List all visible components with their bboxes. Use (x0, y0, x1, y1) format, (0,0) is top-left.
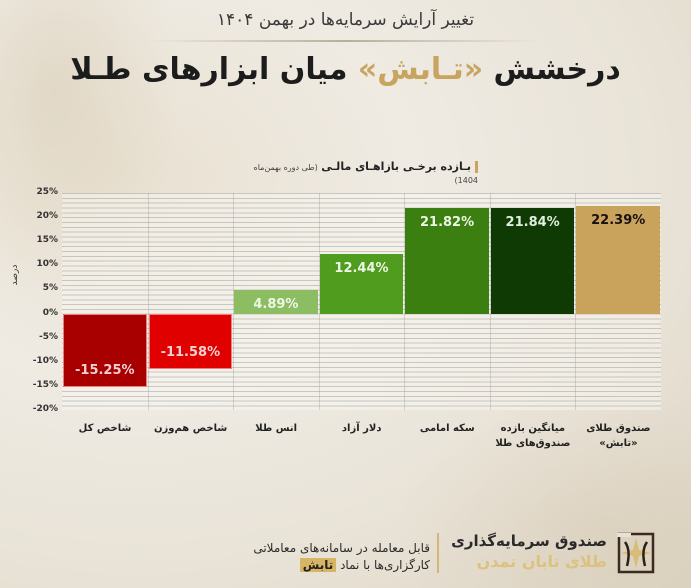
brand-line1: صندوق سرمایه‌گذاری (451, 532, 607, 550)
brand-line2: طلای تابان تمدن (476, 552, 607, 571)
y-axis-label: درصد (10, 264, 20, 286)
brand-name: صندوق سرمایه‌گذاری طلای تابان تمدن (444, 532, 607, 571)
chart-title: بـازده برخـی بازاهـای مالـی (طی دوره بهم… (248, 160, 478, 186)
bar: 12.44% (319, 253, 404, 314)
chart-title-note: (طی دوره بهمن‌ماه 1404) (253, 163, 478, 185)
grid-line (489, 193, 491, 410)
title-text: میان ابزارهای طـلا (70, 52, 358, 87)
title-highlight: «تـابش» (357, 52, 484, 87)
trading-note-line1: قابل معامله در سامانه‌های معاملاتی (253, 541, 430, 555)
bar: -11.58% (148, 313, 233, 370)
bar: 22.39% (576, 205, 660, 314)
x-tick-label: انس طلا (255, 423, 298, 434)
trading-note-line2: کارگزاری‌ها با نماد تابش (200, 557, 430, 574)
symbol-badge: تابش (299, 558, 337, 572)
grid-line (233, 193, 235, 410)
y-tick-label: 15% (36, 235, 58, 246)
x-tick-label: شاخص هم‌وزن (153, 423, 228, 434)
bar-value-label: 21.84% (505, 215, 560, 231)
x-tick-label: میانگین بازده صندوق‌های طلا (495, 423, 571, 449)
page-subtitle: تغییر آرایش سرمایه‌ها در بهمن ۱۴۰۴ (216, 10, 475, 30)
bar: 4.89% (234, 289, 318, 314)
grid-line (575, 193, 577, 410)
grid-line (147, 193, 149, 410)
bar: 21.82% (405, 208, 489, 314)
y-tick-label: -20% (32, 404, 58, 414)
accent-mark (475, 161, 478, 173)
title-text: درخشش (483, 52, 621, 87)
y-tick-label: -15% (32, 379, 58, 390)
x-tick-label: سکه امامی (419, 423, 475, 434)
bar-value-label: -15.25% (75, 363, 135, 379)
y-tick-label: 25% (36, 187, 58, 197)
x-tick-label: شاخص کل (78, 423, 132, 434)
bar: 21.84% (490, 208, 575, 314)
trading-note-text: کارگزاری‌ها با نماد (336, 558, 430, 572)
y-tick-label: -5% (38, 331, 58, 342)
y-tick-label: 10% (36, 259, 58, 270)
y-tick-label: 20% (36, 211, 58, 222)
footer-divider (437, 533, 439, 573)
bar-value-label: -11.58% (160, 345, 221, 361)
grid-line (318, 193, 320, 410)
bar-value-label: 21.82% (419, 215, 475, 231)
page-title: درخشش «تـابش» میان ابزارهای طـلا (0, 52, 691, 87)
x-axis-labels: شاخص کل شاخص هم‌وزن انس طلا دلار آزاد سکه ام… (62, 421, 661, 461)
chart-title-main: بـازده برخـی بازاهـای مالـی (321, 160, 471, 173)
grid-line (404, 193, 406, 410)
chart-plot-area: -15.25% -11.58% 4.89% 12.44% 21.82% 21.84% 22.… (62, 193, 661, 410)
x-tick-label: دلار آزاد (341, 423, 382, 434)
y-tick-label: 0% (42, 307, 58, 318)
y-tick-label: -10% (32, 355, 58, 366)
trading-note: قابل معامله در سامانه‌های معاملاتی کارگز… (200, 540, 430, 574)
y-tick-label: 5% (42, 283, 58, 294)
bar: -15.25% (63, 313, 147, 388)
bar-value-label: 22.39% (591, 212, 646, 228)
title-divider (150, 40, 540, 42)
sparkle-logo-icon (613, 530, 659, 576)
x-tick-label: صندوق طلای «تابش» (586, 423, 651, 449)
bar-value-label: 4.89% (253, 296, 299, 312)
bar-value-label: 12.44% (334, 260, 389, 276)
